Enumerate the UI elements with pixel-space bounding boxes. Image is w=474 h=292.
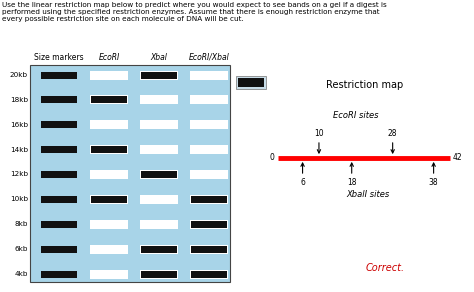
Bar <box>140 170 178 179</box>
Text: EcoRI: EcoRI <box>99 53 119 62</box>
Bar <box>140 245 178 254</box>
Bar <box>90 95 128 104</box>
Bar <box>90 145 128 154</box>
Bar <box>140 195 178 204</box>
Bar <box>190 145 228 154</box>
Bar <box>41 96 77 103</box>
Bar <box>190 70 228 79</box>
Bar <box>90 170 128 179</box>
Text: 42: 42 <box>453 154 463 163</box>
Bar <box>191 270 227 277</box>
Bar <box>140 95 178 104</box>
Bar <box>191 246 227 253</box>
Bar <box>140 220 178 229</box>
Bar <box>41 246 77 253</box>
Bar <box>190 195 228 204</box>
Text: 0: 0 <box>269 154 274 163</box>
Bar <box>238 77 264 86</box>
Text: Use the linear restriction map below to predict where you would expect to see ba: Use the linear restriction map below to … <box>2 2 387 22</box>
Text: 16kb: 16kb <box>10 122 28 128</box>
Bar <box>91 196 127 203</box>
Text: EcoRI/Xbal: EcoRI/Xbal <box>189 53 229 62</box>
Text: 4kb: 4kb <box>15 271 28 277</box>
Text: 20kb: 20kb <box>10 72 28 78</box>
Bar <box>191 221 227 228</box>
Bar <box>91 96 127 103</box>
Bar <box>91 146 127 153</box>
Bar <box>140 70 178 79</box>
Bar <box>41 270 77 277</box>
Bar <box>190 245 228 254</box>
Text: 14kb: 14kb <box>10 147 28 153</box>
Bar <box>190 95 228 104</box>
Bar <box>90 245 128 254</box>
Text: 18: 18 <box>347 178 356 187</box>
Text: 8kb: 8kb <box>15 221 28 227</box>
Text: XbalI sites: XbalI sites <box>346 190 390 199</box>
Text: 10kb: 10kb <box>10 197 28 202</box>
Text: 6kb: 6kb <box>15 246 28 252</box>
Bar <box>90 195 128 204</box>
Bar <box>90 70 128 79</box>
Text: Correct.: Correct. <box>365 263 405 273</box>
Bar <box>236 76 266 88</box>
Bar <box>190 220 228 229</box>
Text: 6: 6 <box>300 178 305 187</box>
Text: 28: 28 <box>388 129 397 138</box>
Bar <box>41 121 77 128</box>
Text: 38: 38 <box>429 178 438 187</box>
Text: Size markers: Size markers <box>34 53 84 62</box>
Bar <box>141 72 177 79</box>
Bar <box>141 270 177 277</box>
Text: 18kb: 18kb <box>10 97 28 103</box>
Text: Xbal: Xbal <box>151 53 167 62</box>
Bar <box>90 220 128 229</box>
Bar <box>41 221 77 228</box>
Bar <box>140 120 178 129</box>
Text: 10: 10 <box>314 129 324 138</box>
Bar <box>41 146 77 153</box>
Text: 12kb: 12kb <box>10 171 28 178</box>
Bar <box>90 270 128 279</box>
Text: EcoRI sites: EcoRI sites <box>333 111 379 120</box>
Bar <box>140 270 178 279</box>
Bar <box>41 171 77 178</box>
Bar <box>141 246 177 253</box>
Bar <box>190 120 228 129</box>
Bar <box>140 145 178 154</box>
Bar <box>90 120 128 129</box>
Bar <box>30 65 230 282</box>
Text: Restriction map: Restriction map <box>327 80 404 90</box>
Bar <box>190 170 228 179</box>
Bar <box>141 171 177 178</box>
Bar <box>191 196 227 203</box>
Bar <box>41 196 77 203</box>
Bar <box>41 72 77 79</box>
Bar <box>190 270 228 279</box>
